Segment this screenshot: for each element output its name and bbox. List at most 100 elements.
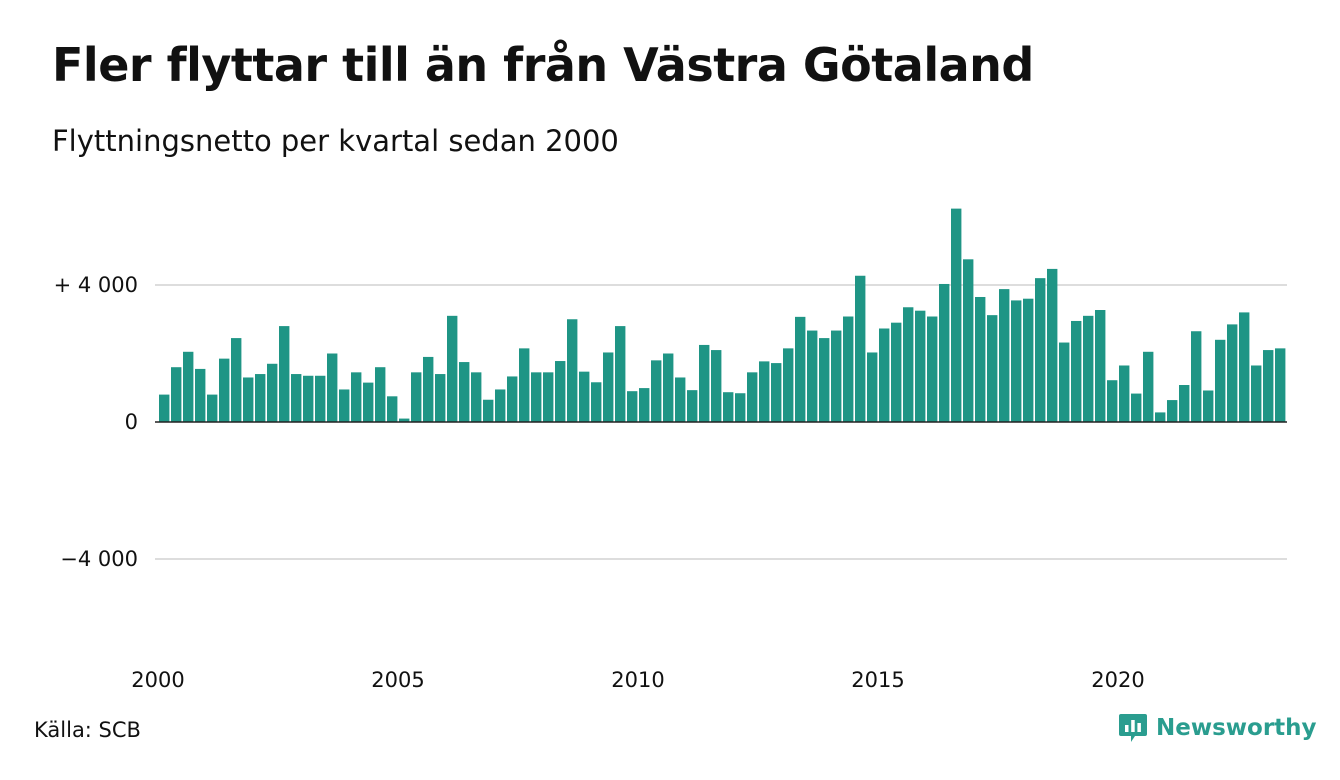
bar [279, 326, 290, 422]
bar [1191, 331, 1202, 422]
bar [975, 296, 986, 422]
bar [1071, 320, 1082, 422]
bar [843, 316, 854, 422]
bar [1263, 350, 1274, 422]
bar [1047, 268, 1058, 422]
bar [171, 367, 182, 422]
bar [795, 316, 806, 422]
bar [159, 394, 170, 422]
bar [711, 350, 722, 422]
bar [1227, 324, 1238, 422]
x-tick-label: 2000 [131, 668, 184, 692]
bar [735, 393, 746, 422]
bar [327, 353, 338, 422]
bar [519, 348, 530, 422]
bar [231, 338, 242, 422]
bar [987, 315, 998, 422]
bar [447, 315, 458, 422]
bar [315, 375, 326, 422]
bar [1167, 400, 1178, 422]
bar [1083, 315, 1094, 422]
bar [807, 330, 818, 422]
bar [783, 348, 794, 422]
bar [1143, 351, 1154, 422]
y-tick-label: 0 [125, 410, 138, 434]
bar [387, 396, 398, 422]
bar [651, 360, 662, 422]
x-tick-label: 2020 [1091, 668, 1144, 692]
bar [423, 356, 434, 422]
bar [207, 394, 218, 422]
bar [999, 289, 1010, 422]
bar [471, 372, 482, 422]
bar [591, 382, 602, 422]
bar [903, 307, 914, 422]
bar [1239, 312, 1250, 422]
bar [1095, 310, 1106, 422]
brand-logo: Newsworthy [1118, 712, 1317, 744]
bar [675, 377, 686, 422]
bar [1155, 412, 1166, 422]
source-label: Källa: SCB [34, 718, 141, 742]
bar [879, 328, 890, 422]
bar [531, 372, 542, 422]
bar [699, 344, 710, 422]
bar [399, 418, 410, 422]
bar [1119, 365, 1130, 422]
bar [1215, 339, 1226, 422]
bar [1107, 380, 1118, 422]
bar [855, 275, 866, 422]
bar [495, 389, 506, 422]
x-tick-label: 2010 [611, 668, 664, 692]
bar [831, 330, 842, 422]
bar [687, 390, 698, 422]
bar [435, 374, 446, 422]
bar [627, 391, 638, 422]
bar [771, 363, 782, 422]
bar [747, 372, 758, 422]
bar [1251, 365, 1262, 422]
grid-lines [155, 284, 1287, 560]
brand-name: Newsworthy [1156, 715, 1317, 741]
bar [1059, 342, 1070, 422]
bar [459, 362, 470, 422]
bar [291, 374, 302, 422]
bar [255, 374, 266, 422]
bar [951, 208, 962, 422]
bar [375, 367, 386, 422]
bar [339, 389, 350, 422]
bar [1275, 348, 1286, 422]
bar [219, 358, 230, 422]
bar [303, 375, 314, 422]
bar [939, 283, 950, 422]
bar [759, 361, 770, 422]
chart-subtitle: Flyttningsnetto per kvartal sedan 2000 [52, 124, 619, 158]
bar [927, 316, 938, 422]
bar [963, 259, 974, 422]
chart-title: Fler flyttar till än från Västra Götalan… [52, 38, 1034, 92]
bar [183, 351, 194, 422]
bar [351, 372, 362, 422]
bar [663, 353, 674, 422]
bar [1131, 393, 1142, 422]
bar [723, 392, 734, 422]
bars [159, 208, 1286, 422]
bar [267, 363, 278, 422]
bar [243, 377, 254, 422]
bar [615, 326, 626, 422]
bar [507, 376, 518, 422]
bar [1011, 300, 1022, 422]
bar [639, 388, 650, 422]
bar [579, 371, 590, 422]
bar [915, 310, 926, 422]
x-tick-label: 2015 [851, 668, 904, 692]
bar [1203, 390, 1214, 422]
y-tick-label: + 4 000 [54, 273, 138, 297]
bar [1035, 278, 1046, 422]
bar [1023, 298, 1034, 422]
bar [363, 382, 374, 422]
bar [555, 361, 566, 422]
bar [543, 372, 554, 422]
bar [1179, 385, 1190, 422]
